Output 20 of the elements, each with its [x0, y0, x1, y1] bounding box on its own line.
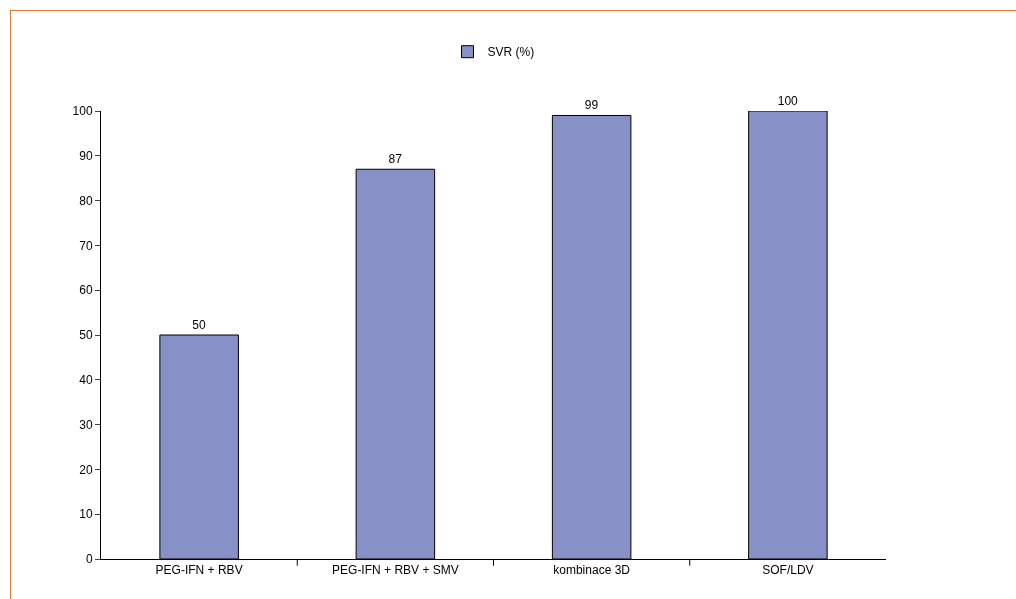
data-label: 50 [192, 318, 206, 332]
x-tick-label: PEG-IFN + RBV [155, 563, 243, 578]
y-tick-label: 10 [79, 507, 93, 522]
x-tick-label: PEG-IFN + RBV + SMV [332, 563, 459, 578]
legend-label: SVR (%) [487, 45, 535, 60]
y-tick-label: 70 [79, 238, 93, 253]
y-tick-label: 20 [79, 462, 93, 477]
y-tick-label: 0 [85, 552, 93, 567]
data-label: 87 [388, 152, 403, 167]
data-label: 100 [777, 94, 799, 108]
y-tick-label: 40 [79, 373, 93, 387]
x-tick-label: SOF/LDV [762, 563, 814, 578]
data-label: 99 [584, 98, 599, 113]
y-tick-label: 100 [72, 104, 93, 119]
y-tick-label: 80 [79, 193, 93, 208]
y-tick-label: 60 [79, 283, 93, 298]
y-tick-label: 30 [79, 417, 93, 432]
y-tick-label: 90 [79, 149, 93, 163]
y-tick-label: 50 [79, 328, 93, 343]
x-tick-label: kombinace 3D [553, 563, 631, 578]
